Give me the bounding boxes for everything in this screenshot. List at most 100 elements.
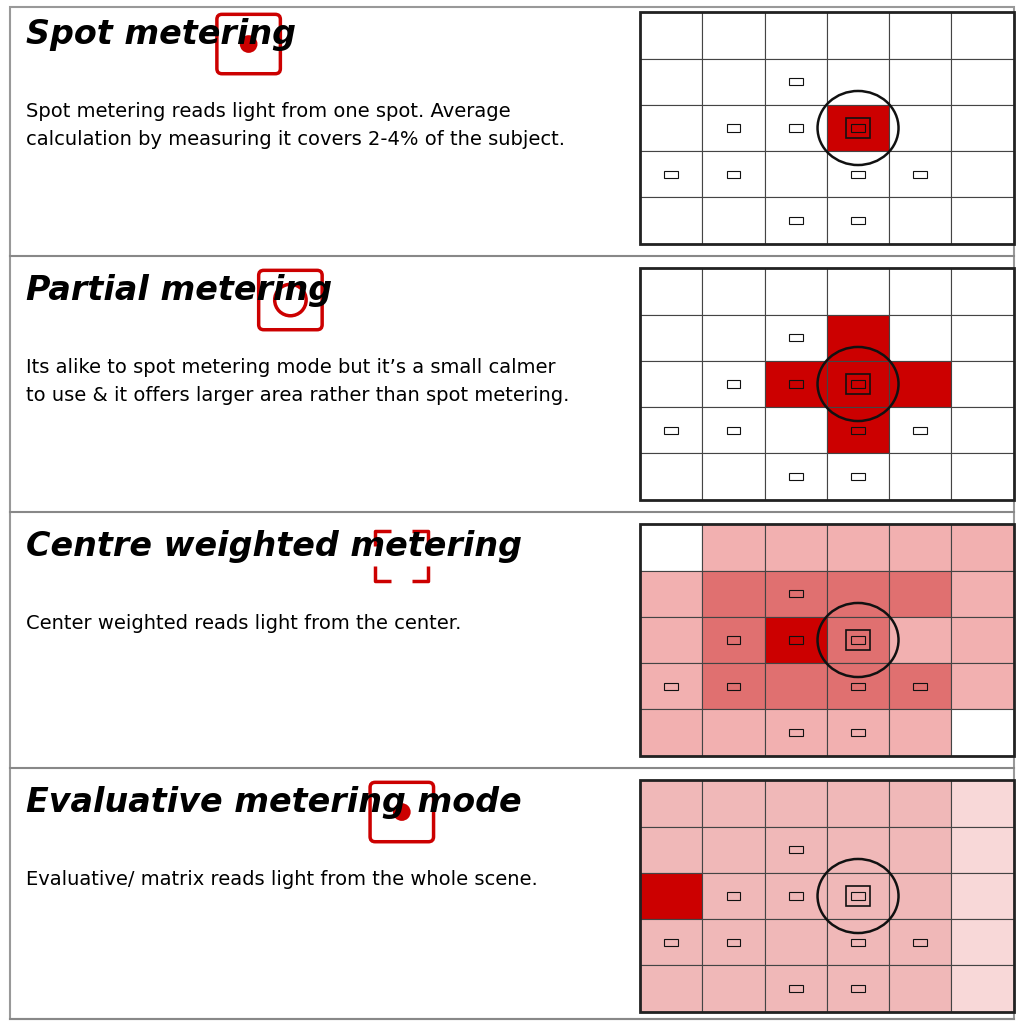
Bar — [951, 12, 1014, 58]
Bar — [665, 171, 678, 178]
Bar — [702, 12, 765, 58]
Bar — [640, 12, 1014, 244]
Bar — [665, 683, 678, 690]
Bar — [827, 152, 889, 198]
Bar — [913, 683, 927, 690]
Bar — [951, 780, 1014, 826]
Circle shape — [240, 35, 257, 53]
Bar — [765, 152, 827, 198]
Bar — [827, 58, 889, 104]
Bar — [788, 217, 803, 224]
Bar — [846, 119, 869, 137]
Bar — [702, 570, 765, 616]
Bar — [951, 268, 1014, 314]
Bar — [702, 152, 765, 198]
Bar — [640, 872, 702, 920]
Bar — [846, 887, 869, 905]
Bar — [951, 966, 1014, 1012]
Bar — [788, 124, 803, 132]
Bar — [702, 780, 765, 826]
Bar — [951, 454, 1014, 500]
Bar — [727, 939, 740, 946]
Bar — [889, 408, 951, 454]
Bar — [727, 380, 740, 388]
Bar — [889, 780, 951, 826]
Bar — [827, 12, 889, 58]
Bar — [640, 570, 702, 616]
Bar — [951, 872, 1014, 920]
Bar — [889, 360, 951, 408]
Bar — [765, 920, 827, 966]
Bar — [702, 664, 765, 710]
Bar — [765, 12, 827, 58]
Bar — [889, 454, 951, 500]
Bar — [827, 966, 889, 1012]
Bar — [889, 664, 951, 710]
Text: Centre weighted metering: Centre weighted metering — [26, 530, 521, 563]
Bar — [827, 408, 889, 454]
Bar — [827, 314, 889, 360]
Bar — [765, 570, 827, 616]
Bar — [889, 826, 951, 872]
Bar — [640, 12, 702, 58]
Bar — [765, 360, 827, 408]
Bar — [788, 985, 803, 992]
Bar — [640, 780, 702, 826]
Bar — [846, 375, 869, 393]
Bar — [702, 58, 765, 104]
Bar — [788, 590, 803, 597]
Bar — [951, 710, 1014, 756]
Bar — [727, 636, 740, 644]
Bar — [889, 524, 951, 570]
Bar — [640, 314, 702, 360]
Bar — [851, 380, 865, 388]
Bar — [913, 171, 927, 178]
Bar — [702, 872, 765, 920]
Bar — [765, 58, 827, 104]
Bar — [702, 314, 765, 360]
Bar — [702, 616, 765, 664]
Bar — [727, 683, 740, 690]
Bar — [765, 872, 827, 920]
Bar — [765, 780, 827, 826]
Bar — [702, 198, 765, 244]
Circle shape — [393, 803, 411, 821]
Bar — [665, 427, 678, 434]
Bar — [889, 570, 951, 616]
Bar — [889, 616, 951, 664]
Bar — [702, 920, 765, 966]
Bar — [827, 826, 889, 872]
Bar — [702, 454, 765, 500]
Bar — [951, 360, 1014, 408]
Bar — [827, 664, 889, 710]
Bar — [851, 683, 865, 690]
Bar — [889, 12, 951, 58]
Bar — [827, 710, 889, 756]
Bar — [951, 58, 1014, 104]
Bar — [640, 826, 702, 872]
Bar — [827, 616, 889, 664]
Bar — [788, 846, 803, 853]
Bar — [951, 826, 1014, 872]
Bar — [765, 454, 827, 500]
Bar — [851, 124, 865, 132]
Bar — [827, 104, 889, 152]
Bar — [827, 920, 889, 966]
Bar — [951, 408, 1014, 454]
Text: Spot metering reads light from one spot. Average
calculation by measuring it cov: Spot metering reads light from one spot.… — [26, 102, 564, 150]
Bar — [827, 268, 889, 314]
Bar — [951, 314, 1014, 360]
Bar — [665, 939, 678, 946]
Bar — [788, 334, 803, 341]
Text: Its alike to spot metering mode but it’s a small calmer
to use & it offers large: Its alike to spot metering mode but it’s… — [26, 358, 569, 406]
Bar — [788, 729, 803, 736]
Bar — [640, 524, 702, 570]
Bar — [827, 780, 889, 826]
Bar — [727, 124, 740, 132]
Text: Spot metering: Spot metering — [26, 18, 296, 51]
Bar — [827, 198, 889, 244]
Bar — [702, 360, 765, 408]
Bar — [788, 892, 803, 900]
Bar — [851, 729, 865, 736]
Bar — [640, 664, 702, 710]
